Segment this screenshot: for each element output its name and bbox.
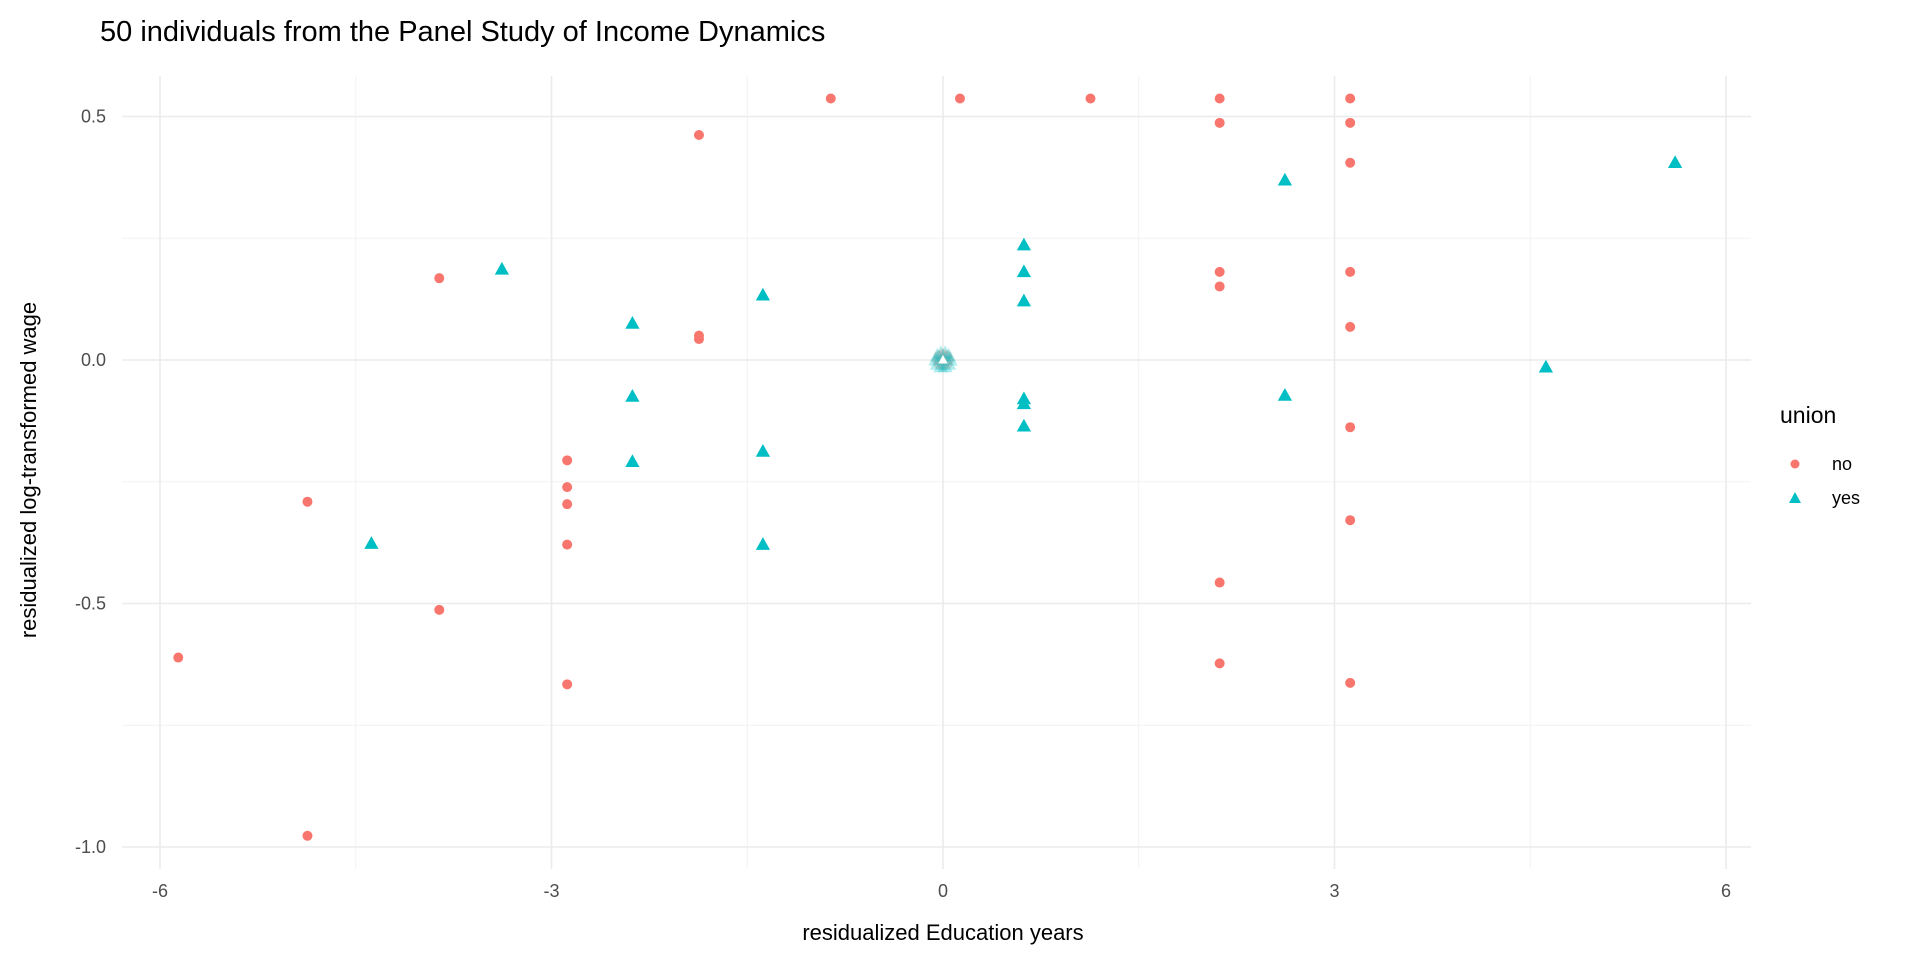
point-no <box>1345 117 1356 128</box>
point-no <box>1345 93 1356 104</box>
point-no <box>1214 93 1225 104</box>
point-yes <box>625 454 640 468</box>
point-no <box>1214 266 1225 277</box>
chart-title: 50 individuals from the Panel Study of I… <box>100 16 826 48</box>
point-yes <box>1016 264 1032 278</box>
y-axis-ticks: -1.0 -0.5 0.0 0.5 <box>75 107 106 858</box>
point-no <box>1345 266 1356 277</box>
point-yes <box>755 444 771 457</box>
point-yes <box>1016 237 1032 251</box>
legend-label-no: no <box>1832 453 1853 474</box>
point-no <box>1214 658 1225 669</box>
point-no <box>302 496 313 507</box>
point-no <box>562 679 573 690</box>
point-no <box>1214 577 1225 588</box>
point-no <box>1345 321 1356 332</box>
cluster-point-yes <box>933 358 949 373</box>
y-axis-title: residualized log-transformed wage <box>16 302 41 638</box>
point-yes <box>755 537 771 550</box>
point-no <box>434 273 445 284</box>
point-no <box>562 539 573 550</box>
cluster-point-yes <box>937 358 953 373</box>
cluster-center <box>938 355 948 364</box>
point-yes <box>1016 418 1032 432</box>
y-tick-label: 0.0 <box>81 350 106 370</box>
point-no <box>562 482 573 493</box>
x-tick-label: -6 <box>152 881 168 901</box>
point-no <box>825 93 836 104</box>
y-tick-label: -1.0 <box>75 837 106 857</box>
point-no <box>1345 422 1356 433</box>
point-yes <box>364 536 379 549</box>
circle-icon <box>1780 449 1810 479</box>
legend-title: union <box>1780 402 1837 428</box>
point-yes <box>1277 388 1293 401</box>
x-tick-label: 0 <box>938 881 948 901</box>
point-no <box>562 499 573 510</box>
point-no <box>693 334 704 345</box>
cluster-point-yes <box>941 347 957 362</box>
point-yes <box>1016 293 1032 307</box>
point-yes <box>625 389 640 402</box>
legend-label-yes: yes <box>1832 487 1861 508</box>
x-axis-title: residualized Education years <box>802 920 1083 945</box>
cluster-point-yes <box>929 356 945 370</box>
x-axis-ticks: -6 -3 0 3 6 <box>152 881 1731 901</box>
point-yes <box>1667 155 1683 169</box>
point-yes <box>494 261 510 275</box>
x-tick-label: 6 <box>1721 881 1731 901</box>
point-no <box>562 455 573 466</box>
point-no <box>1214 117 1225 128</box>
legend-item-yes: yes <box>1780 481 1860 515</box>
point-no <box>434 604 445 615</box>
point-yes <box>755 287 771 301</box>
data-points <box>173 93 1683 841</box>
cluster-point-yes <box>929 347 945 362</box>
point-no <box>1345 677 1356 688</box>
point-no <box>1345 157 1356 168</box>
y-tick-label: 0.5 <box>81 107 106 127</box>
point-no <box>1345 515 1356 526</box>
x-tick-label: 3 <box>1329 881 1339 901</box>
point-no <box>954 93 965 104</box>
y-tick-label: -0.5 <box>75 594 106 614</box>
cluster-point-yes <box>933 345 949 359</box>
cluster-point-yes <box>941 356 957 370</box>
point-yes <box>1538 359 1554 373</box>
point-yes <box>625 315 640 329</box>
legend: union no yes <box>1780 402 1860 515</box>
legend-item-no: no <box>1780 447 1860 481</box>
triangle-icon <box>1780 483 1810 513</box>
gridlines <box>122 76 1751 869</box>
point-no <box>1085 93 1096 104</box>
point-yes <box>1277 172 1293 186</box>
point-yes <box>1016 396 1032 410</box>
point-no <box>693 130 704 141</box>
x-tick-label: -3 <box>543 881 559 901</box>
cluster-point-no <box>938 349 948 359</box>
point-no <box>302 830 313 841</box>
point-no <box>1214 281 1225 292</box>
point-no <box>173 652 184 663</box>
cluster-point-yes <box>937 345 953 359</box>
